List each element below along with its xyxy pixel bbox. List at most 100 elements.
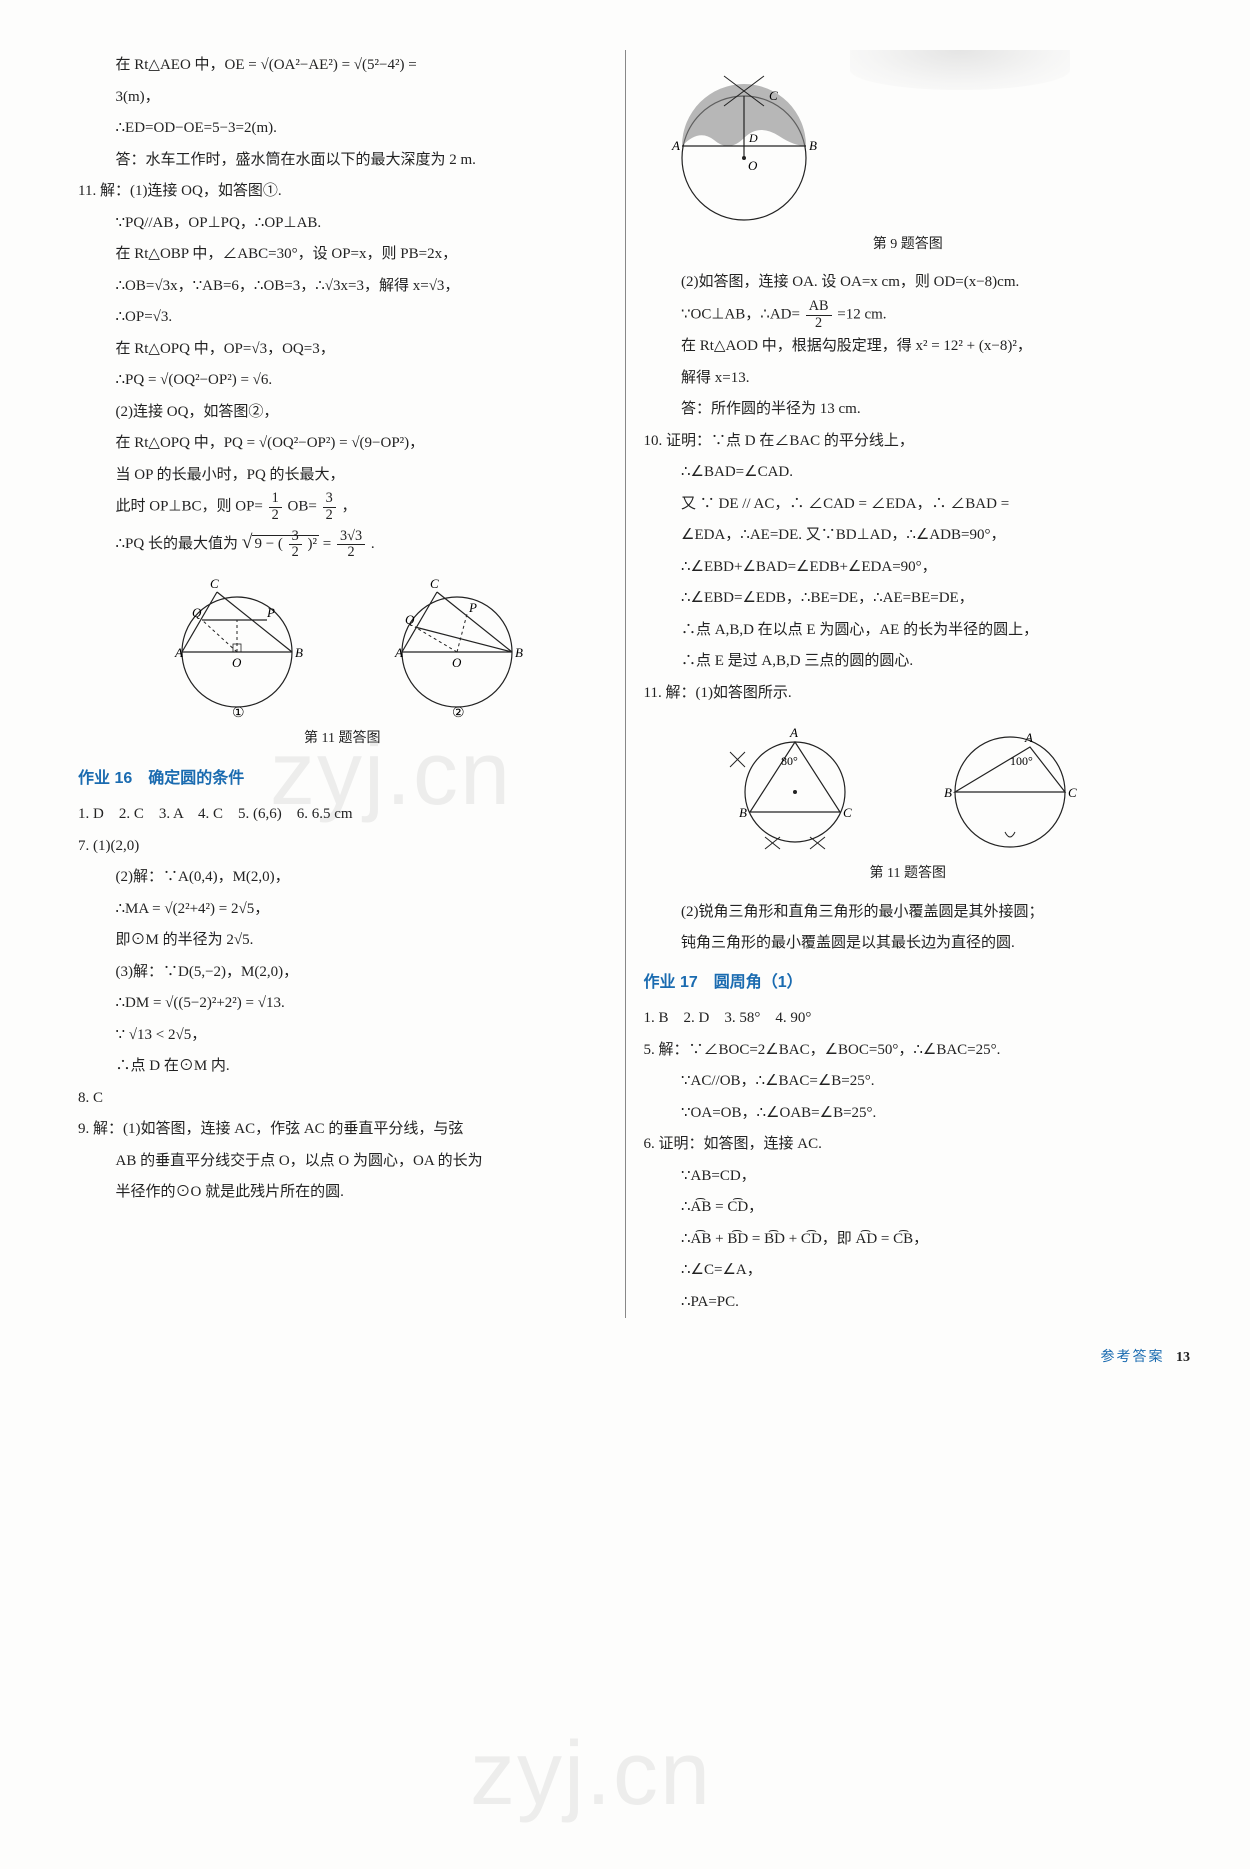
text-line: ∴点 A,B,D 在以点 E 为圆心，AE 的长为半径的圆上， bbox=[644, 615, 1173, 647]
text-line: ∴ED=OD−OE=5−3=2(m). bbox=[78, 113, 607, 145]
text-line: 又 ∵ DE // AC，∴ ∠CAD = ∠EDA，∴ ∠BAD = bbox=[644, 489, 1173, 521]
svg-text:O: O bbox=[748, 158, 758, 173]
text-line: ∴PA=PC. bbox=[644, 1287, 1173, 1319]
svg-text:D: D bbox=[748, 131, 758, 145]
text-line: 在 Rt△OPQ 中，PQ = √(OQ²−OP²) = √(9−OP²)， bbox=[78, 428, 607, 460]
svg-text:80°: 80° bbox=[781, 754, 798, 768]
footer-label: 参考答案 bbox=[1101, 1348, 1165, 1364]
problem-7-1: 7. (1)(2,0) bbox=[78, 831, 607, 863]
text-line: (2)如答图，连接 OA. 设 OA=x cm，则 OD=(x−8)cm. bbox=[644, 267, 1173, 299]
fraction: AB2 bbox=[806, 299, 832, 331]
text-line: ∵AB=CD， bbox=[644, 1161, 1173, 1193]
text-line: 此时 OP⊥BC，则 OP= 12 OB= 32 ， bbox=[78, 491, 607, 523]
section-17-title: 作业 17 圆周角（1） bbox=[644, 966, 1173, 1000]
text-line: (2)解：∵A(0,4)，M(2,0)， bbox=[78, 862, 607, 894]
text-seg: =12 cm. bbox=[837, 307, 886, 323]
text-line: ∴MA = √(2²+4²) = 2√5， bbox=[78, 894, 607, 926]
svg-text:B: B bbox=[515, 645, 523, 660]
circle-diagram-1: A B C O P Q ① bbox=[137, 572, 327, 722]
figure-caption: 第 9 题答图 bbox=[644, 230, 1173, 259]
problem-11-head: 11. 解：(1)连接 OQ，如答图①. bbox=[78, 176, 607, 208]
text-seg: = bbox=[323, 536, 331, 552]
answers-line: 1. D 2. C 3. A 4. C 5. (6,6) 6. 6.5 cm bbox=[78, 799, 607, 831]
figure-caption: 第 11 题答图 bbox=[644, 859, 1173, 888]
text-line: AB 的垂直平分线交于点 O，以点 O 为圆心，OA 的长为 bbox=[78, 1146, 607, 1178]
figure-11-right: A B C 80° A B C 100° 第 11 题答图 bbox=[644, 717, 1173, 888]
svg-text:①: ① bbox=[232, 706, 245, 721]
text-line: ∴PQ = √(OQ²−OP²) = √6. bbox=[78, 365, 607, 397]
problem-10-head: 10. 证明：∵点 D 在∠BAC 的平分线上， bbox=[644, 426, 1173, 458]
problem-11-head-r: 11. 解：(1)如答图所示. bbox=[644, 678, 1173, 710]
svg-text:O: O bbox=[232, 655, 242, 670]
svg-text:C: C bbox=[1068, 785, 1077, 800]
two-column-layout: 在 Rt△AEO 中，OE = √(OA²−AE²) = √(5²−4²) = … bbox=[60, 50, 1190, 1318]
text-line: ∵OC⊥AB，∴AD= AB2 =12 cm. bbox=[644, 299, 1173, 331]
text-line: ∴A͡B + B͡D = B͡D + C͡D，即 A͡D = C͡B， bbox=[644, 1224, 1173, 1256]
text-seg: . bbox=[371, 536, 375, 552]
text-line: ∴DM = √((5−2)²+2²) = √13. bbox=[78, 988, 607, 1020]
fraction: 12 bbox=[269, 491, 282, 523]
svg-text:A: A bbox=[394, 645, 403, 660]
left-column: 在 Rt△AEO 中，OE = √(OA²−AE²) = √(5²−4²) = … bbox=[60, 50, 626, 1318]
svg-text:A: A bbox=[671, 138, 680, 153]
svg-text:100°: 100° bbox=[1010, 754, 1033, 768]
triangle-circle-100: A B C 100° bbox=[910, 717, 1110, 857]
figure-9-right: A B C D O 第 9 题答图 bbox=[644, 58, 1173, 259]
problem-5-1: 5. 解：∵∠BOC=2∠BAC，∠BOC=50°，∴∠BAC=25°. bbox=[644, 1035, 1173, 1067]
text-seg: ∴PQ 长的最大值为 bbox=[116, 536, 238, 552]
svg-text:O: O bbox=[452, 655, 462, 670]
svg-text:B: B bbox=[295, 645, 303, 660]
page-number: 13 bbox=[1176, 1350, 1190, 1365]
text-line: ∵PQ//AB，OP⊥PQ，∴OP⊥AB. bbox=[78, 208, 607, 240]
fraction: 3√32 bbox=[337, 529, 365, 561]
page-footer: 参考答案 13 bbox=[60, 1342, 1190, 1372]
text-line: (2)连接 OQ，如答图②， bbox=[78, 397, 607, 429]
problem-9-1: 9. 解：(1)如答图，连接 AC，作弦 AC 的垂直平分线，与弦 bbox=[78, 1114, 607, 1146]
text-line: ∴∠BAD=∠CAD. bbox=[644, 457, 1173, 489]
triangle-circle-80: A B C 80° bbox=[705, 717, 880, 857]
svg-text:B: B bbox=[739, 805, 747, 820]
text-line: 半径作的⊙O 就是此残片所在的圆. bbox=[78, 1177, 607, 1209]
text-line: 解得 x=13. bbox=[644, 363, 1173, 395]
text-line: ∴∠EBD=∠EDB，∴BE=DE，∴AE=BE=DE， bbox=[644, 583, 1173, 615]
text-line: ∵ √13 < 2√5， bbox=[78, 1020, 607, 1052]
svg-text:C: C bbox=[769, 88, 778, 103]
text-line: 在 Rt△AEO 中，OE = √(OA²−AE²) = √(5²−4²) = bbox=[78, 50, 607, 82]
text-line: ∴OP=√3. bbox=[78, 302, 607, 334]
svg-text:P: P bbox=[266, 605, 275, 620]
text-line: ∴∠C=∠A， bbox=[644, 1255, 1173, 1287]
svg-text:P: P bbox=[468, 600, 477, 615]
svg-text:B: B bbox=[944, 785, 952, 800]
text-line: 在 Rt△OPQ 中，OP=√3，OQ=3， bbox=[78, 334, 607, 366]
figure-11-left: A B C O P Q ① A B bbox=[78, 572, 607, 753]
watermark-2: zyj.cn bbox=[470, 1680, 712, 1869]
svg-text:A: A bbox=[789, 725, 798, 740]
svg-text:Q: Q bbox=[192, 605, 202, 620]
text-line: 3(m)， bbox=[78, 82, 607, 114]
text-line: ∴PQ 长的最大值为 √9 − ( 32 )² = 3√32 . bbox=[78, 523, 607, 564]
text-line: ∵AC//OB，∴∠BAC=∠B=25°. bbox=[644, 1066, 1173, 1098]
circle-arc-diagram: A B C D O bbox=[644, 58, 844, 228]
text-line: ∴A͡B = C͡D， bbox=[644, 1192, 1173, 1224]
text-line: 当 OP 的长最小时，PQ 的长最大， bbox=[78, 460, 607, 492]
text-line: (2)锐角三角形和直角三角形的最小覆盖圆是其外接圆； bbox=[644, 897, 1173, 929]
right-column: A B C D O 第 9 题答图 (2)如答图，连接 OA. 设 OA=x c… bbox=[626, 50, 1191, 1318]
text-line: 答：水车工作时，盛水筒在水面以下的最大深度为 2 m. bbox=[78, 145, 607, 177]
text-seg: ， bbox=[341, 499, 356, 515]
text-seg: ∵OC⊥AB，∴AD= bbox=[681, 307, 800, 323]
text-seg: 此时 OP⊥BC，则 OP= bbox=[116, 499, 263, 515]
answer-8: 8. C bbox=[78, 1083, 607, 1115]
svg-text:②: ② bbox=[452, 706, 465, 721]
text-line: 答：所作圆的半径为 13 cm. bbox=[644, 394, 1173, 426]
text-line: 即⊙M 的半径为 2√5. bbox=[78, 925, 607, 957]
text-line: ∴点 E 是过 A,B,D 三点的圆的圆心. bbox=[644, 646, 1173, 678]
svg-text:A: A bbox=[1024, 730, 1033, 745]
problem-6-1: 6. 证明：如答图，连接 AC. bbox=[644, 1129, 1173, 1161]
text-line: ∵OA=OB，∴∠OAB=∠B=25°. bbox=[644, 1098, 1173, 1130]
svg-text:A: A bbox=[174, 645, 183, 660]
text-line: (3)解：∵D(5,−2)，M(2,0)， bbox=[78, 957, 607, 989]
section-16-title: 作业 16 确定圆的条件 bbox=[78, 762, 607, 796]
text-line: 在 Rt△OBP 中，∠ABC=30°，设 OP=x，则 PB=2x， bbox=[78, 239, 607, 271]
svg-text:C: C bbox=[430, 576, 439, 591]
fraction: 32 bbox=[323, 491, 336, 523]
